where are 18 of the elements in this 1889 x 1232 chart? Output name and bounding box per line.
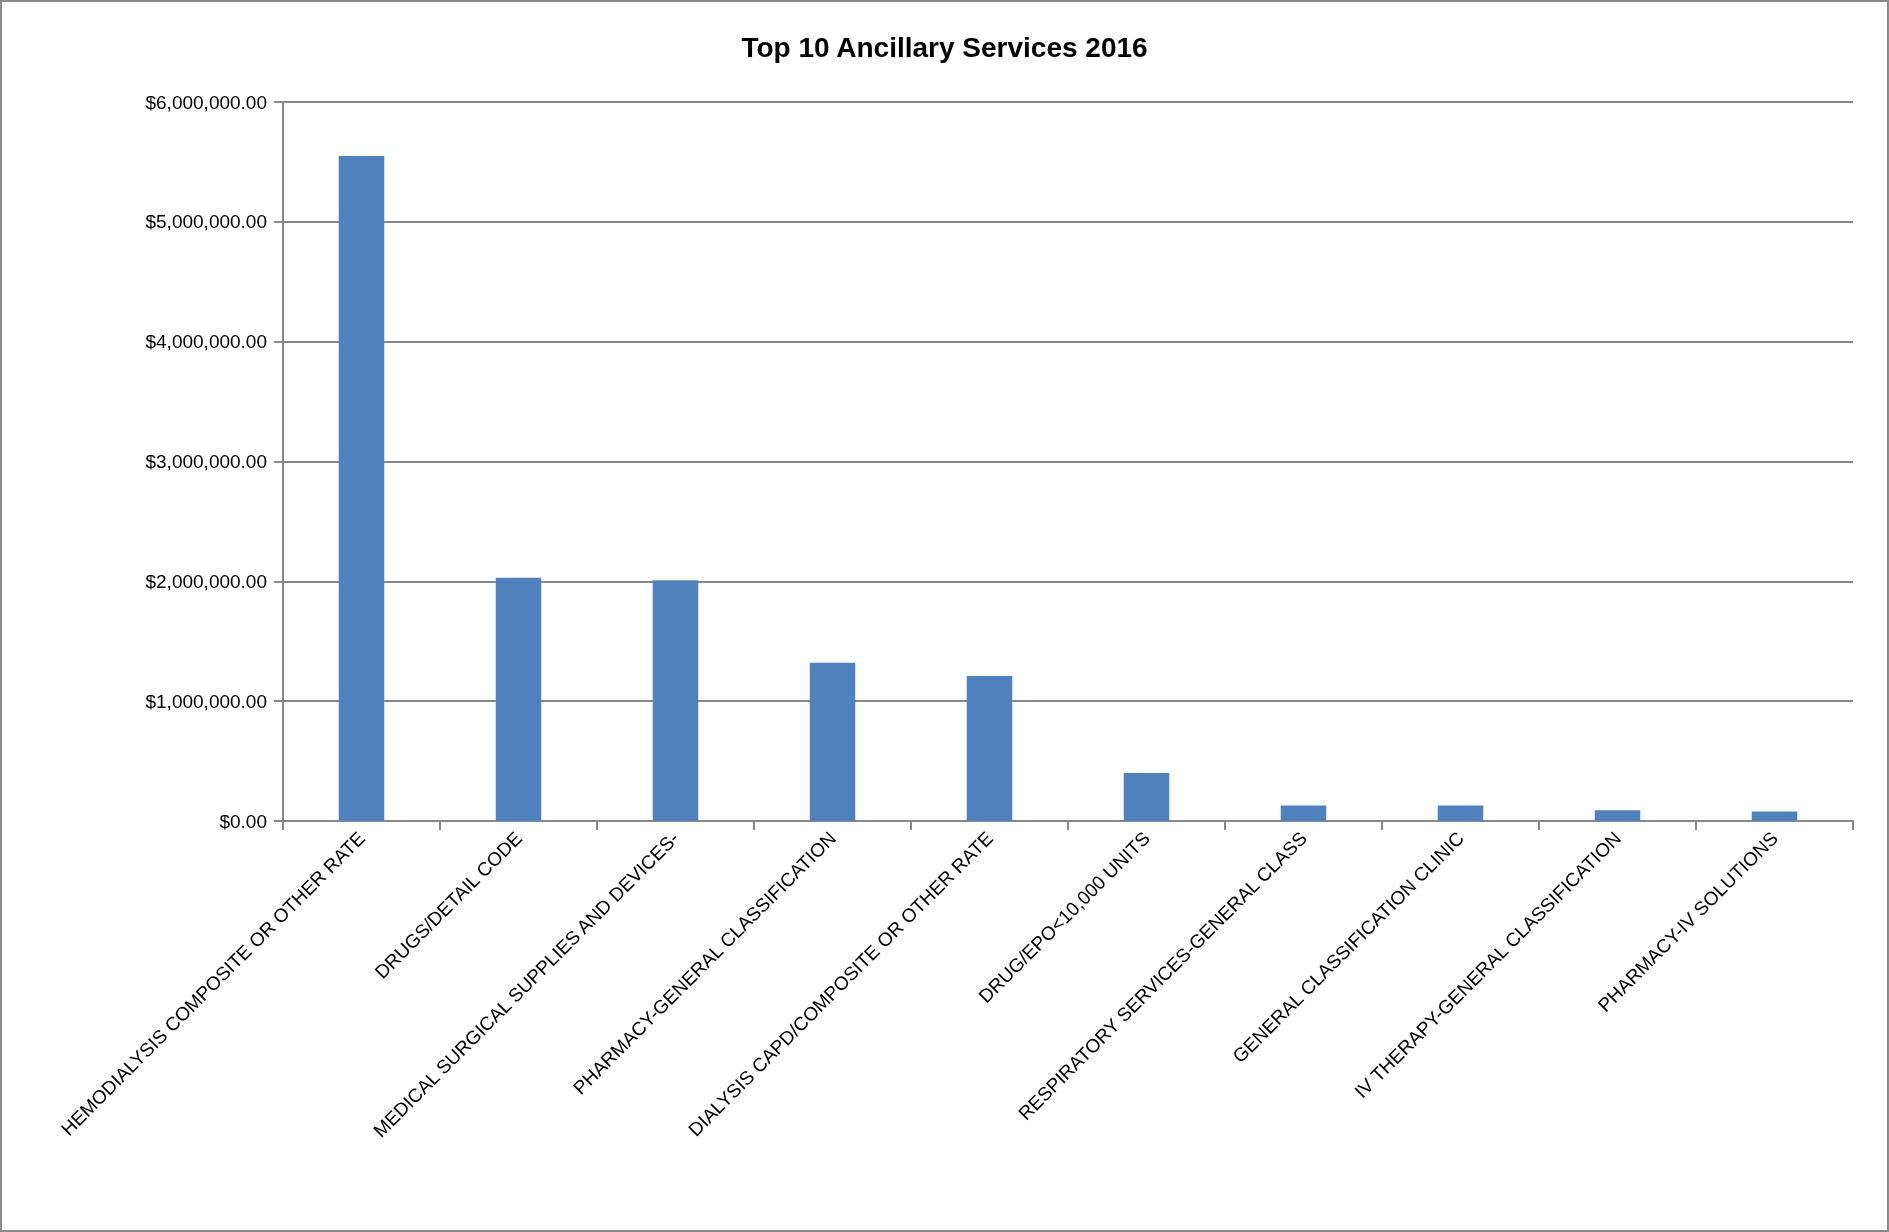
bar	[338, 155, 385, 821]
bar	[652, 580, 699, 821]
bar	[1123, 773, 1170, 821]
bar	[1594, 810, 1641, 821]
bar	[495, 577, 542, 821]
y-tick-label: $4,000,000.00	[145, 331, 267, 353]
bar	[1280, 805, 1327, 821]
y-tick-label: $6,000,000.00	[145, 91, 267, 113]
y-tick-label: $3,000,000.00	[145, 451, 267, 472]
bar	[1437, 805, 1484, 821]
bar	[966, 676, 1013, 821]
chart-title: Top 10 Ancillary Services 2016	[741, 31, 1148, 63]
y-tick-label: $2,000,000.00	[145, 570, 267, 592]
bar	[809, 662, 856, 821]
y-tick-label: $0.00	[219, 810, 267, 832]
y-tick-label: $1,000,000.00	[145, 690, 267, 712]
y-tick-label: $5,000,000.00	[145, 211, 267, 233]
bar	[1751, 811, 1798, 821]
